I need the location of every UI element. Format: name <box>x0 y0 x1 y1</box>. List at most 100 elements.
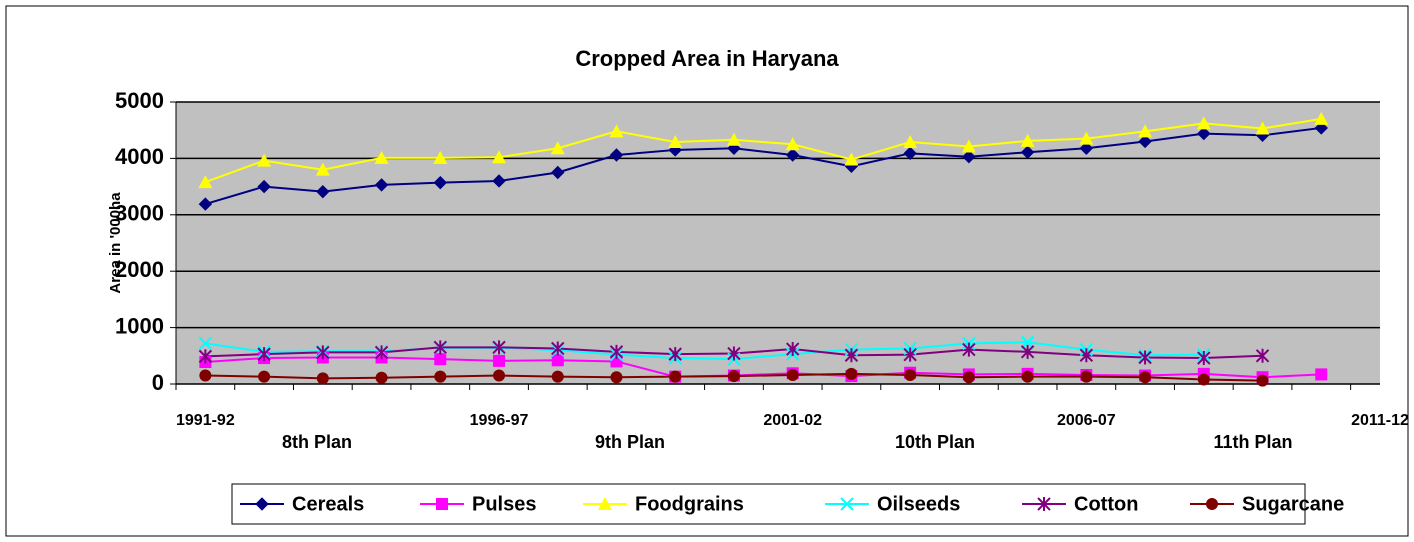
series-line <box>205 356 1322 379</box>
marker <box>551 354 564 367</box>
marker <box>786 368 799 381</box>
marker <box>1255 121 1270 135</box>
legend-label: Cotton <box>1074 493 1138 515</box>
marker <box>785 148 800 162</box>
chart-title: Cropped Area in Haryana <box>575 46 839 71</box>
marker <box>315 162 330 176</box>
marker <box>198 349 213 364</box>
marker <box>1315 368 1328 381</box>
marker <box>962 342 976 357</box>
marker <box>1314 111 1329 125</box>
marker <box>844 348 859 363</box>
marker <box>492 150 507 164</box>
marker <box>1138 134 1152 149</box>
legend-label: Pulses <box>472 493 536 515</box>
x-tick-label: 1991-92 <box>176 412 235 429</box>
marker <box>198 336 213 351</box>
marker <box>374 178 389 192</box>
legend-label: Foodgrains <box>635 493 744 515</box>
plan-label: 9th Plan <box>595 432 665 452</box>
marker <box>668 347 682 362</box>
marker <box>844 152 859 166</box>
marker <box>598 497 612 510</box>
marker <box>1021 370 1034 383</box>
marker <box>1079 348 1094 363</box>
x-tick-label: 1996-97 <box>470 412 529 429</box>
marker <box>904 368 917 381</box>
plan-label: 10th Plan <box>895 432 975 452</box>
marker <box>551 370 564 383</box>
marker <box>433 150 448 164</box>
marker <box>1314 121 1328 135</box>
marker <box>1197 351 1211 366</box>
marker <box>785 342 800 357</box>
plot-area <box>176 102 1380 384</box>
plan-label: 11th Plan <box>1213 432 1292 452</box>
marker <box>257 153 272 167</box>
marker <box>316 184 330 199</box>
marker <box>1256 374 1269 387</box>
marker <box>1080 370 1093 383</box>
y-tick-label: 2000 <box>115 257 164 282</box>
marker <box>316 372 329 385</box>
marker <box>492 174 506 188</box>
marker <box>433 175 448 190</box>
marker <box>903 146 917 161</box>
marker <box>551 165 565 180</box>
marker <box>845 367 858 380</box>
legend-box <box>231 483 1306 525</box>
marker <box>668 135 683 149</box>
marker <box>375 371 388 384</box>
marker <box>1138 124 1153 138</box>
marker <box>550 141 565 155</box>
marker <box>255 497 269 511</box>
marker <box>1020 133 1035 147</box>
marker <box>1197 373 1210 386</box>
y-tick-label: 5000 <box>115 88 164 113</box>
marker <box>1020 344 1035 359</box>
marker <box>727 370 740 383</box>
marker <box>199 369 212 382</box>
legend-label: Sugarcane <box>1242 493 1344 515</box>
marker <box>961 139 976 153</box>
marker <box>493 354 506 367</box>
marker <box>785 137 800 151</box>
legend-label: Cereals <box>292 493 364 515</box>
marker <box>551 341 565 356</box>
marker <box>903 347 917 362</box>
x-tick-label: 2011-12 <box>1351 412 1409 429</box>
y-tick-label: 3000 <box>115 201 164 226</box>
legend-label: Oilseeds <box>877 493 960 515</box>
marker <box>374 150 389 164</box>
series-line <box>205 341 1204 361</box>
plan-label: 8th Plan <box>282 432 352 452</box>
marker <box>609 124 624 138</box>
marker <box>1206 498 1218 510</box>
marker <box>1196 116 1211 130</box>
marker <box>610 371 623 384</box>
y-axis-label: Area in '000ha <box>107 192 124 294</box>
marker <box>433 340 448 355</box>
marker <box>726 132 741 146</box>
marker <box>1037 497 1051 511</box>
marker <box>1197 126 1211 141</box>
marker <box>316 345 330 360</box>
marker <box>492 340 506 355</box>
y-tick-label: 4000 <box>115 144 164 169</box>
marker <box>374 345 389 360</box>
marker <box>962 150 976 164</box>
marker <box>436 498 448 510</box>
marker <box>1079 141 1094 155</box>
marker <box>1020 335 1035 349</box>
x-tick-label: 2001-02 <box>763 412 822 429</box>
marker <box>1079 131 1094 145</box>
marker <box>257 347 271 362</box>
x-tick-label: 2006-07 <box>1057 412 1116 429</box>
marker <box>609 148 624 162</box>
y-tick-label: 0 <box>152 370 164 395</box>
marker <box>903 135 918 149</box>
marker <box>258 370 271 383</box>
marker <box>434 370 447 383</box>
marker <box>727 346 741 361</box>
